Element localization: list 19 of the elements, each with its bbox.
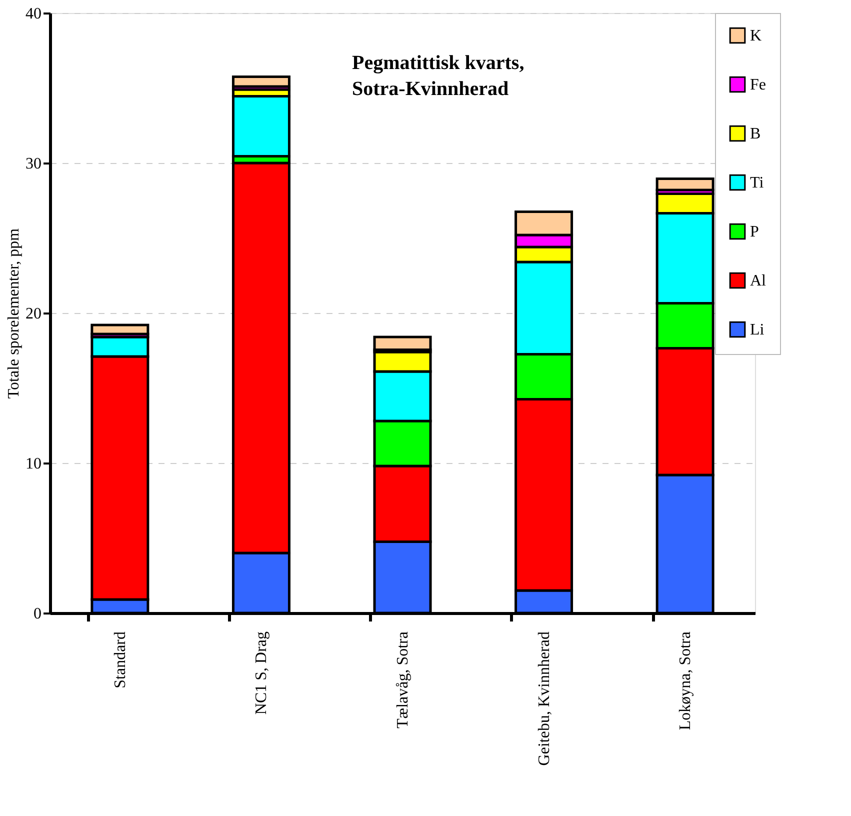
legend-label: Ti [750,174,764,192]
legend-label: Li [750,322,765,338]
legend-label: Al [750,272,767,290]
x-tick-label: Standard [112,632,129,688]
legend-label: P [750,224,759,240]
y-tick-label: 10 [26,456,42,472]
text: Pegmatittisk kvarts, Sotra-Kvinnherad [352,52,524,100]
x-tick-label: Geitebu, Kvinnherad [536,632,553,766]
y-tick-label: 40 [26,6,42,22]
y-tick-label: 0 [34,606,42,622]
legend-label: B [750,126,761,142]
x-tick-label: NC1 S, Drag [253,632,270,715]
x-tick-label: Lokøyna, Sotra [677,632,694,730]
legend-label: K [750,28,762,44]
x-tick-label: Tælavåg, Sotra [394,632,412,728]
y-tick-label: 30 [26,156,42,172]
legend-label: Fe [750,76,766,94]
y-tick-label: 20 [26,306,42,322]
y-axis-title: Totale sporelementer, ppm [6,228,22,399]
